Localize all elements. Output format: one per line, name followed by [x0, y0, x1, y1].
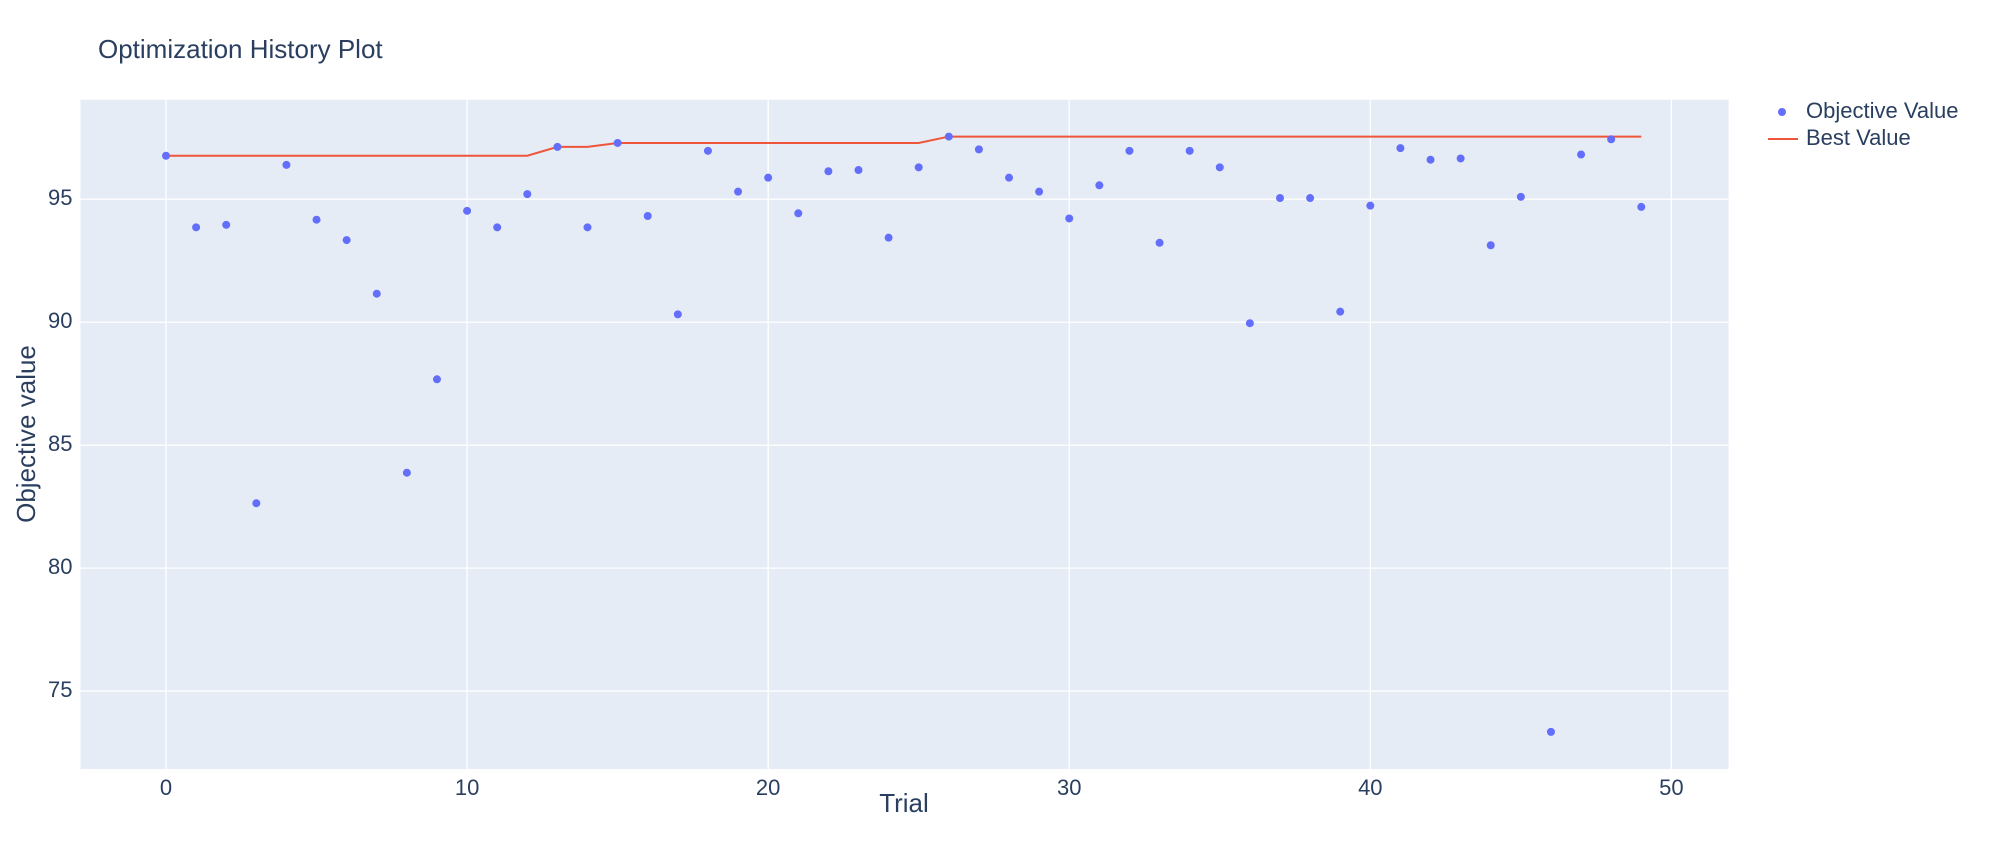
point — [1215, 163, 1224, 172]
y-tick-label: 95 — [48, 185, 72, 210]
y-axis-title: Objective value — [11, 345, 41, 523]
point — [1306, 194, 1315, 203]
point — [312, 215, 321, 224]
x-axis-title: Trial — [879, 788, 929, 818]
point — [1637, 202, 1646, 211]
point — [1607, 135, 1616, 144]
legend-marker — [1778, 108, 1786, 116]
point — [342, 236, 351, 245]
y-tick-label: 75 — [48, 677, 72, 702]
point — [1516, 192, 1525, 201]
x-tick-label: 20 — [756, 775, 780, 800]
point — [1396, 144, 1405, 153]
point — [1275, 194, 1284, 203]
x-tick-label: 50 — [1659, 775, 1683, 800]
point — [1005, 173, 1014, 182]
point — [673, 310, 682, 319]
point — [372, 289, 381, 298]
point — [1486, 241, 1495, 250]
point — [974, 145, 983, 154]
point — [1546, 727, 1555, 736]
point — [854, 166, 863, 175]
point — [1185, 146, 1194, 155]
point — [643, 212, 652, 221]
point — [794, 209, 803, 218]
chart-title: Optimization History Plot — [98, 34, 383, 64]
point — [1155, 238, 1164, 247]
point — [1426, 155, 1435, 164]
point — [1456, 154, 1465, 163]
point — [884, 233, 893, 242]
point — [583, 223, 592, 232]
point — [493, 223, 502, 232]
point — [703, 146, 712, 155]
point — [282, 160, 291, 169]
point — [1065, 214, 1074, 223]
y-tick-label: 85 — [48, 431, 72, 456]
point — [1035, 187, 1044, 196]
point — [252, 499, 261, 508]
point — [613, 138, 622, 147]
point — [764, 173, 773, 182]
point — [1577, 150, 1586, 159]
x-tick-label: 40 — [1358, 775, 1382, 800]
point — [432, 375, 441, 384]
y-tick-label: 80 — [48, 554, 72, 579]
point — [1125, 146, 1134, 155]
legend-label: Objective Value — [1806, 98, 1958, 123]
point — [914, 163, 923, 172]
x-tick-label: 10 — [455, 775, 479, 800]
point — [553, 142, 562, 151]
x-tick-label: 0 — [160, 775, 172, 800]
point — [222, 220, 231, 229]
point — [944, 132, 953, 141]
point — [1095, 181, 1104, 190]
point — [523, 190, 532, 199]
point — [1245, 319, 1254, 328]
plot-area — [80, 99, 1729, 769]
point — [1366, 201, 1375, 210]
y-tick-label: 90 — [48, 308, 72, 333]
point — [192, 223, 201, 232]
point — [1336, 307, 1345, 316]
best-value-line — [166, 135, 1642, 157]
point — [734, 187, 743, 196]
legend-label: Best Value — [1806, 125, 1911, 150]
x-tick-label: 30 — [1057, 775, 1081, 800]
point — [402, 468, 411, 477]
point — [463, 206, 472, 215]
point — [162, 151, 171, 160]
point — [824, 167, 833, 176]
